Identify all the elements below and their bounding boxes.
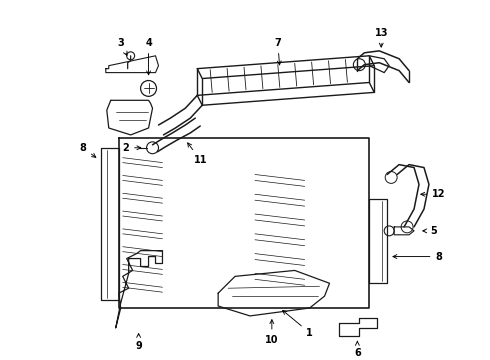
Text: 8: 8 xyxy=(393,252,442,262)
Text: 9: 9 xyxy=(135,334,142,351)
Text: 3: 3 xyxy=(117,38,127,55)
Text: 12: 12 xyxy=(421,189,445,199)
Text: 2: 2 xyxy=(122,143,141,153)
Text: 10: 10 xyxy=(265,320,279,345)
Text: 1: 1 xyxy=(283,310,313,338)
Text: 6: 6 xyxy=(354,341,361,357)
Text: 5: 5 xyxy=(423,226,437,236)
Text: 11: 11 xyxy=(188,143,207,165)
Text: 13: 13 xyxy=(374,28,388,47)
Text: 7: 7 xyxy=(274,38,281,65)
Text: 4: 4 xyxy=(145,38,152,75)
Text: 8: 8 xyxy=(79,143,96,157)
